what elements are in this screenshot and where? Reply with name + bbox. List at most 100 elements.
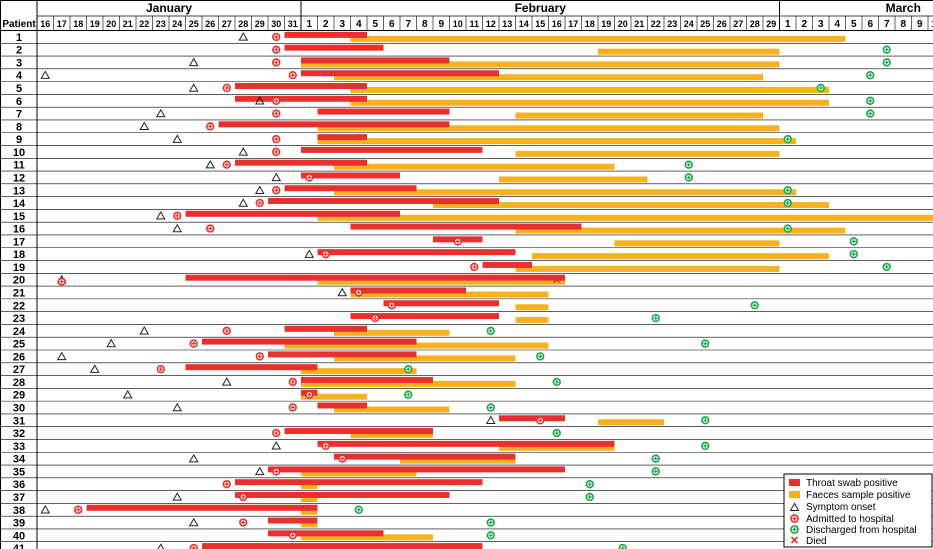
day-tick-label: 17 [57,19,67,29]
day-tick-label: 16 [40,19,50,29]
day-tick-label: 17 [568,19,578,29]
throat-positive-bar [86,504,318,511]
throat-positive-bar [301,57,450,64]
day-tick-label: 7 [405,19,411,30]
symptom-onset-marker [221,377,232,386]
patient-id-label: 21 [13,287,25,299]
throat-positive-bar [284,185,417,192]
day-tick-label: 20 [618,19,628,29]
patient-id-label: 17 [13,236,25,248]
admitted-marker [453,237,462,246]
admitted-marker [173,211,182,221]
throat-positive-bar [235,479,483,486]
patient-id-label: 18 [13,249,25,261]
admitted-marker [222,83,231,93]
throat-positive-bar [350,313,499,320]
patient-id-label: 10 [13,147,25,159]
admitted-marker [239,492,248,502]
admitted-marker [272,467,281,476]
symptom-onset-marker [271,441,282,450]
patient-column-header: Patient [2,19,36,30]
day-tick-label: 8 [900,19,906,30]
patient-id-label: 16 [13,224,25,236]
admitted-marker [222,326,231,336]
throat-positive-bar [185,274,565,281]
throat-positive-bar [284,428,433,435]
discharged-marker [354,505,363,514]
throat-positive-bar [218,121,450,128]
discharged-marker [783,224,792,233]
patient-id-label: 31 [13,415,25,427]
admitted-marker [272,109,281,118]
day-tick-label: 22 [139,19,149,29]
admitted-marker [288,403,297,412]
discharged-marker [684,160,693,169]
patient-id-label: 7 [16,109,22,121]
day-tick-label: 21 [634,19,644,29]
day-tick-label: 24 [684,19,694,29]
throat-positive-bar [235,491,450,498]
throat-positive-bar [334,453,516,460]
day-tick-label: 30 [271,19,281,29]
throat-positive-bar [482,261,532,268]
throat-positive-bar [317,440,615,447]
day-tick-label: 26 [717,19,727,29]
throat-positive-bar [268,351,417,358]
day-tick-label: 3 [339,19,345,30]
discharged-marker [866,96,875,105]
day-tick-label: 28 [238,19,248,29]
patient-id-label: 22 [13,300,25,312]
faeces-positive-bar [532,253,829,260]
faeces-positive-bar [433,202,829,209]
patient-id-label: 38 [13,505,25,517]
died-legend-icon [790,536,799,544]
discharged-marker [816,83,825,93]
admitted-marker [288,377,297,387]
faeces-positive-bar [301,508,318,515]
throat-positive-bar [235,83,367,90]
faeces-positive-bar [334,74,763,81]
symptom-onset-marker [155,211,166,220]
day-tick-label: 25 [189,19,199,29]
discharged-marker [585,492,594,502]
symptom-onset-marker [89,364,100,373]
day-tick-label: 10 [931,19,933,29]
throat-positive-bar [202,338,417,345]
symptom-onset-marker [122,389,133,399]
symptom-onset-marker [238,198,249,207]
legend-box [783,473,933,548]
patient-id-label: 14 [13,198,26,210]
day-tick-label: 14 [519,19,529,29]
patient-id-label: 3 [16,57,22,69]
discharged-marker [651,313,660,323]
throat-positive-bar [284,31,367,38]
discharged-marker [618,543,627,549]
day-tick-label: 23 [667,19,677,29]
admitted-marker [387,301,396,310]
admitted-marker [255,352,264,361]
day-tick-label: 10 [453,19,463,29]
patient-id-label: 6 [16,96,22,108]
admitted-marker [222,160,231,169]
discharged-marker [651,467,660,476]
faeces-positive-bar [301,393,367,400]
faeces-positive-bar [317,214,933,221]
faeces-positive-bar [515,317,549,324]
symptom-onset-marker [172,134,183,143]
faeces-positive-bar [515,150,780,157]
symptom-onset-marker [238,147,249,156]
day-tick-label: 23 [156,19,166,29]
symptom-onset-marker [157,543,165,549]
discharged-marker [750,301,759,310]
discharged-marker [684,173,693,182]
day-tick-label: 6 [867,19,873,30]
day-tick-label: 9 [917,19,923,30]
faeces-positive-bar [301,470,417,477]
patient-id-label: 30 [13,403,25,415]
symptom-onset-marker [238,32,249,41]
symptom-onset-marker [172,492,183,501]
day-tick-label: 22 [651,19,661,29]
discharged-legend-icon [790,525,799,534]
